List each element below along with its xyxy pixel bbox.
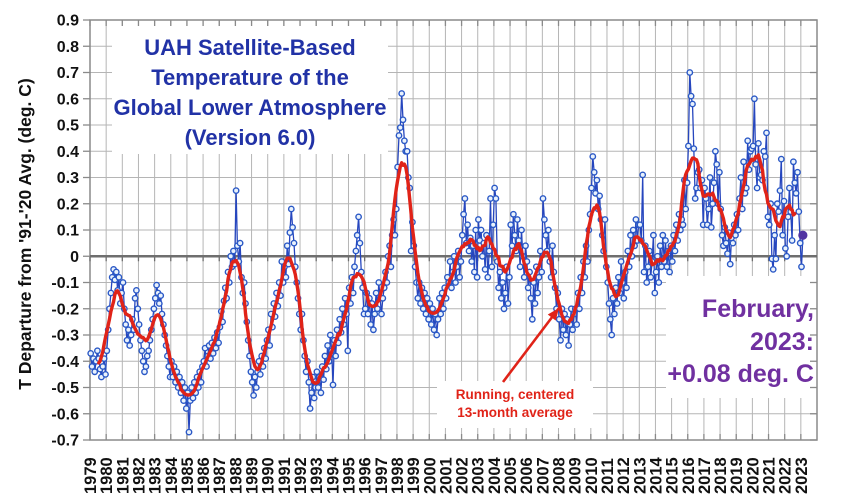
x-tick-label: 2016 xyxy=(680,457,698,494)
x-tick-label: 1983 xyxy=(147,457,165,494)
x-tick-label: 1986 xyxy=(195,457,213,494)
smoothed-series xyxy=(97,153,797,397)
x-tick-label: 2017 xyxy=(696,457,714,494)
y-axis-title: T Departure from '91-'20 Avg. (deg. C) xyxy=(15,78,35,390)
latest-box xyxy=(666,276,816,398)
y-tick-labels: 0.9 0.8 0.7 0.6 0.5 0.4 0.3 0.2 0.1 0 -0.1 -0.2 -0.3… xyxy=(51,13,79,450)
y-tick-label: 0.9 xyxy=(57,13,79,30)
x-tick-label: 1991 xyxy=(276,457,294,494)
y-tick-label: -0.7 xyxy=(51,433,79,450)
x-tick-label: 1984 xyxy=(163,456,181,494)
x-tick-label: 1993 xyxy=(308,457,326,494)
y-tick-label: 0.3 xyxy=(57,170,79,187)
x-tick-label: 2020 xyxy=(744,457,762,494)
chart-title-line-4: (Version 6.0) xyxy=(184,125,316,150)
x-tick-label: 1992 xyxy=(292,457,310,494)
chart-title-line-3: Global Lower Atmosphere xyxy=(113,95,387,120)
x-tick-label: 1982 xyxy=(130,457,148,494)
smoother-annotation-line-2: 13-month average xyxy=(457,404,573,420)
x-tick-label: 2014 xyxy=(647,456,665,494)
x-tick-label: 2022 xyxy=(777,457,795,494)
latest-month-line-2: 2023: xyxy=(750,327,814,356)
x-tick-label: 2004 xyxy=(486,456,504,494)
x-tick-label: 1988 xyxy=(227,457,245,494)
x-tick-label: 1979 xyxy=(82,457,100,494)
x-tick-label: 2006 xyxy=(518,457,536,494)
y-tick-label: 0.1 xyxy=(57,223,79,240)
y-tick-label: -0.1 xyxy=(51,275,79,292)
x-tick-label: 2009 xyxy=(567,457,585,494)
x-tick-label: 2015 xyxy=(664,457,682,494)
x-tick-label: 2008 xyxy=(551,457,569,494)
y-tick-label: -0.2 xyxy=(51,301,79,318)
y-tick-label: -0.5 xyxy=(51,380,79,397)
x-tick-label: 1997 xyxy=(373,457,391,494)
x-tick-label: 2018 xyxy=(712,457,730,494)
title-box xyxy=(112,26,388,154)
y-tick-label: -0.4 xyxy=(51,354,79,371)
x-tick-label: 2007 xyxy=(534,457,552,494)
x-tick-label: 1999 xyxy=(405,457,423,494)
x-tick-label: 2021 xyxy=(761,457,779,494)
y-tick-label: 0.6 xyxy=(57,91,79,108)
x-tick-label: 2002 xyxy=(454,457,472,494)
x-tick-label: 1981 xyxy=(114,457,132,494)
latest-month-annotation: February, 2023: +0.08 deg. C xyxy=(624,293,814,391)
latest-month-line-3: +0.08 deg. C xyxy=(667,360,814,389)
x-tick-label: 2005 xyxy=(502,457,520,494)
x-tick-labels: 1979198019811982198319841985198619871988… xyxy=(82,456,811,494)
smoother-annotation-line-1: Running, centered xyxy=(455,387,575,402)
x-tick-label: 2010 xyxy=(583,457,601,494)
chart-title-line-2: Temperature of the xyxy=(151,65,349,90)
x-tick-label: 1985 xyxy=(179,457,197,494)
latest-month-point xyxy=(798,230,808,240)
smoother-arrow xyxy=(501,307,561,383)
latest-month-line-1: February, xyxy=(701,295,814,323)
x-tick-label: 2001 xyxy=(437,457,455,494)
x-tick-label: 1994 xyxy=(324,456,342,494)
x-tick-label: 1990 xyxy=(260,457,278,494)
y-tick-label: 0.4 xyxy=(57,144,79,161)
smoother-box xyxy=(437,381,593,428)
y-tick-label: 0 xyxy=(70,249,79,266)
chart-title: UAH Satellite-Based Temperature of the G… xyxy=(112,33,388,153)
x-tick-label: 2012 xyxy=(615,457,633,494)
annotation-boxes xyxy=(112,26,816,428)
x-tick-label: 1996 xyxy=(357,457,375,494)
x-tick-label: 2023 xyxy=(793,457,811,494)
x-tick-label: 1989 xyxy=(244,457,262,494)
x-tick-label: 1998 xyxy=(389,457,407,494)
smoother-annotation: Running, centered 13-month average xyxy=(437,386,593,421)
y-tick-label: -0.3 xyxy=(51,328,79,345)
x-tick-label: 1995 xyxy=(340,457,358,494)
y-tick-label: 0.7 xyxy=(57,65,79,82)
x-tick-label: 2019 xyxy=(728,457,746,494)
x-tick-label: 2013 xyxy=(631,457,649,494)
x-tick-label: 2000 xyxy=(421,457,439,494)
y-tick-label: 0.8 xyxy=(57,39,79,56)
x-tick-label: 2011 xyxy=(599,458,617,494)
x-tick-label: 1980 xyxy=(98,457,116,494)
y-tick-label: 0.2 xyxy=(57,196,79,213)
latest-month-dot xyxy=(798,230,808,240)
y-tick-label: 0.5 xyxy=(57,118,79,135)
x-tick-label: 2003 xyxy=(470,457,488,494)
chart-title-line-1: UAH Satellite-Based xyxy=(144,35,356,60)
x-tick-label: 1987 xyxy=(211,457,229,494)
y-tick-label: -0.6 xyxy=(51,406,79,423)
